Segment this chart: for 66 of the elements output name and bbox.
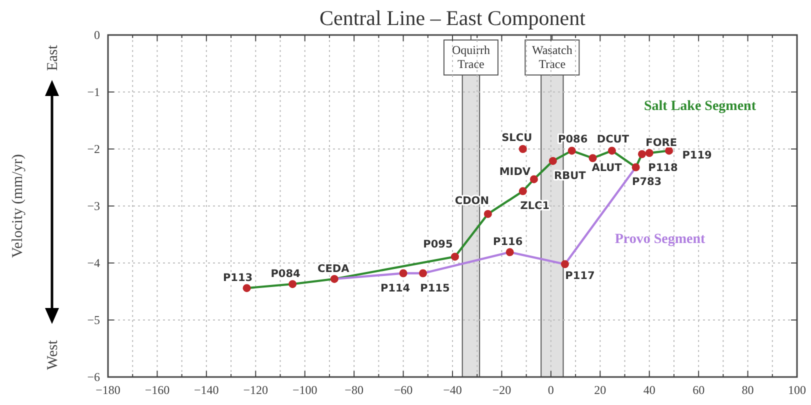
x-tick-label: 100 (788, 383, 806, 397)
x-tick-label: −20 (492, 383, 512, 397)
y-tick-label: −4 (87, 256, 100, 270)
point (638, 150, 646, 158)
y-tick-label: −2 (87, 142, 100, 156)
y-tick-label: −1 (87, 85, 100, 99)
y-tick-label: −6 (87, 370, 100, 384)
point (588, 154, 597, 162)
point (645, 148, 654, 157)
y-tick-label: 0 (94, 28, 100, 42)
point (632, 163, 640, 172)
point (665, 146, 674, 155)
x-tick-label: 0 (548, 383, 554, 397)
annotation: DCUT (596, 134, 630, 146)
x-tick-label: −80 (344, 383, 364, 397)
x-tick-label: −140 (194, 383, 219, 397)
text: East (45, 44, 61, 71)
annotation: P116 (493, 236, 523, 248)
annotation: P115 (420, 282, 450, 294)
point (242, 284, 251, 292)
point (518, 187, 527, 196)
x-tick-label: 60 (692, 383, 705, 397)
point (568, 146, 576, 155)
x-tick-label: −160 (144, 383, 170, 397)
point (450, 252, 459, 261)
point (399, 269, 408, 278)
point (288, 280, 297, 288)
x-tick-label: 20 (594, 383, 606, 397)
x-tick-label: −40 (443, 383, 462, 397)
annotation: P095 (423, 238, 453, 251)
series-label: Provo Segment (614, 232, 706, 247)
point (518, 145, 527, 153)
x-tick-label: −60 (394, 383, 413, 397)
x-tick-label: −180 (96, 383, 120, 397)
point (548, 156, 557, 165)
chart-title: Central Line – East Component (320, 6, 586, 30)
y-axis-title: Velocity (mm/yr) (10, 154, 26, 258)
x-tick-label: 80 (742, 383, 754, 397)
annotation: P119 (682, 150, 712, 162)
y-tick-label: −3 (87, 199, 100, 213)
point (330, 274, 338, 283)
point (530, 175, 538, 184)
text: West (45, 339, 61, 370)
annotation: SLCU (502, 132, 532, 144)
text: Salt Lake Segment (644, 99, 756, 114)
annotation: P117 (565, 270, 595, 282)
x-tick-label: 40 (643, 383, 656, 397)
annotation: FORE (646, 136, 678, 149)
annotation: P118 (648, 162, 678, 174)
annotation: P114 (380, 282, 410, 294)
point (608, 146, 616, 155)
x-tick-label: −120 (243, 383, 268, 397)
x-tick-label: −100 (292, 383, 318, 397)
annotation: ALUT (592, 162, 623, 174)
band-label: Oquirrh Trace (452, 43, 490, 71)
band-label: Wasatch Trace (532, 43, 572, 71)
annotation: P783 (632, 176, 662, 188)
point (506, 248, 514, 256)
annotation: MIDV (499, 166, 532, 178)
annotation: CEDA (318, 262, 350, 275)
annotation: P113 (222, 272, 253, 284)
point (484, 210, 492, 218)
point (418, 269, 427, 278)
point (560, 260, 569, 268)
annotation: P084 (270, 268, 300, 280)
y-tick-label: −5 (87, 313, 100, 327)
